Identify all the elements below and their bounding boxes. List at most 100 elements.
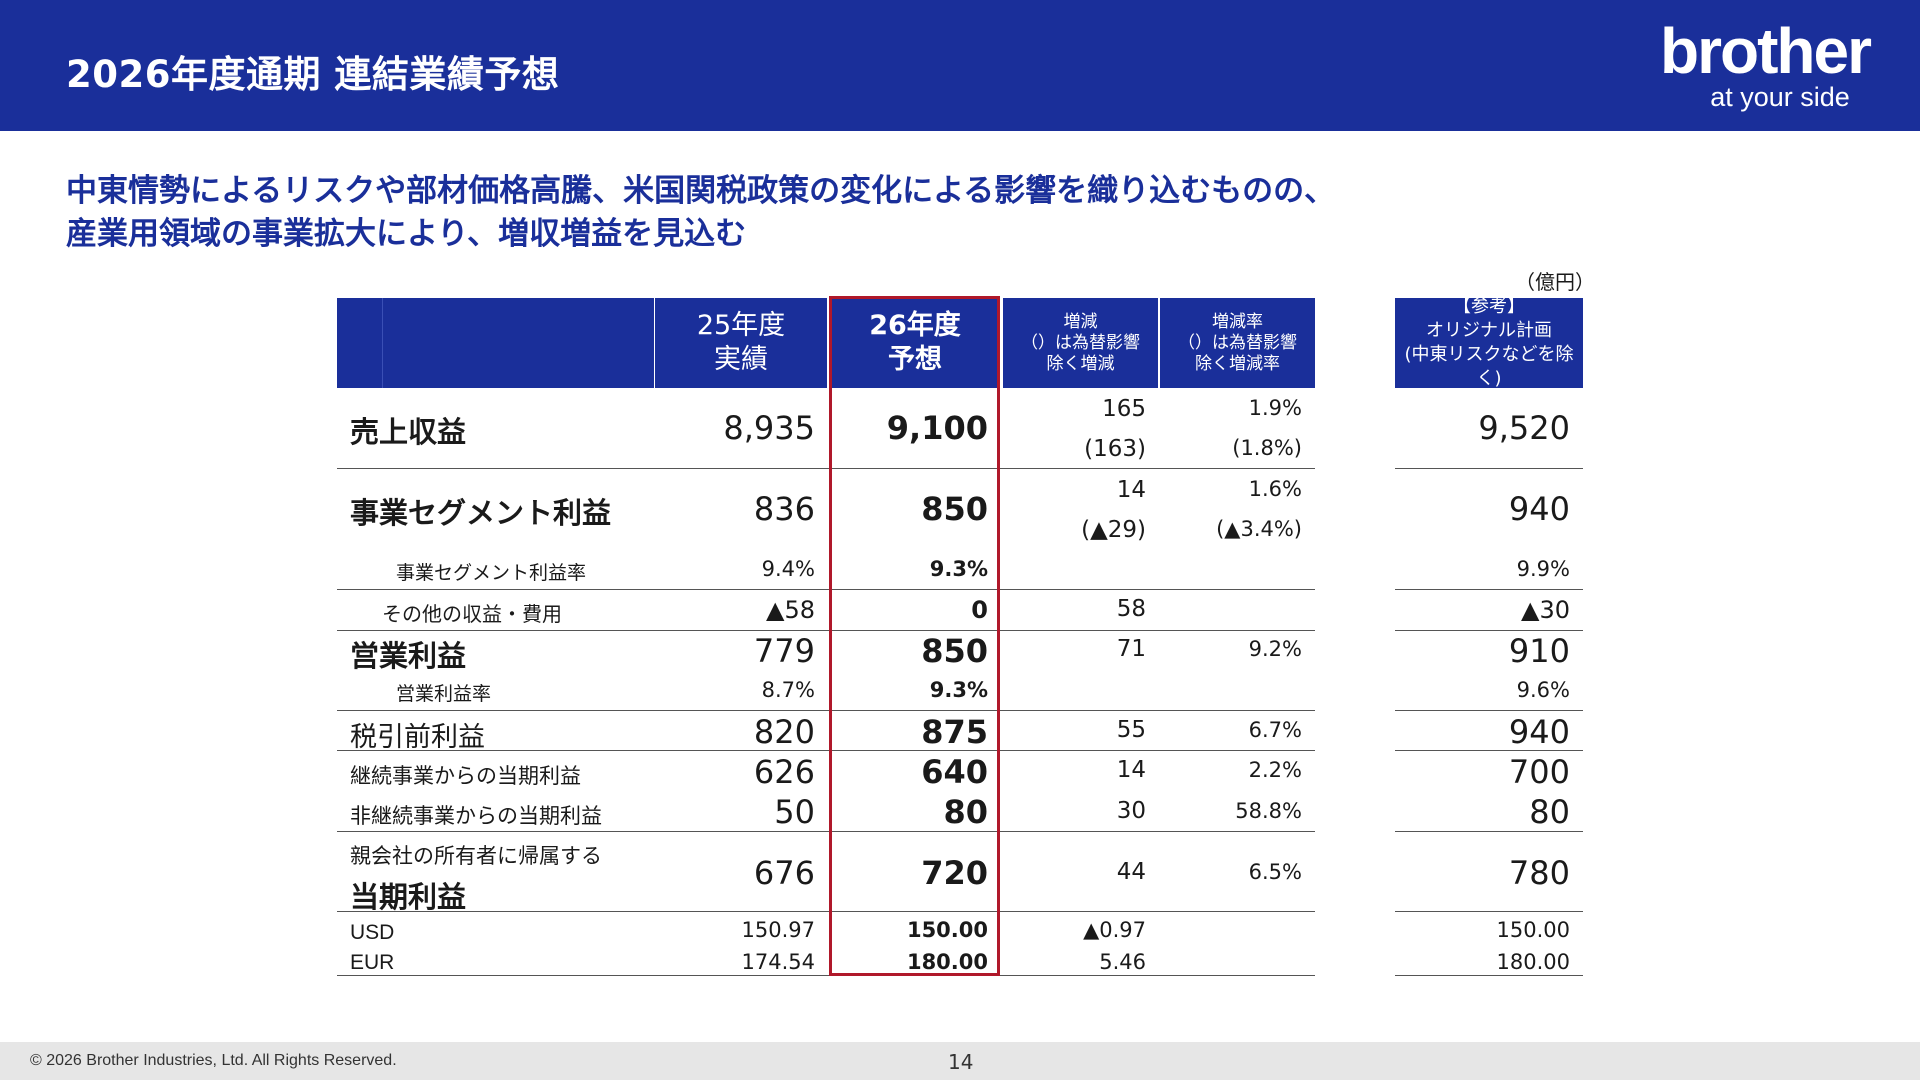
- unit-label: （億円）: [1515, 270, 1595, 294]
- header-diff-line1: 増減: [1063, 311, 1098, 332]
- ref-value: 80: [1529, 793, 1570, 831]
- headline: 中東情勢によるリスクや部材価格高騰、米国関税政策の変化による影響を織り込むものの…: [66, 170, 1335, 256]
- row-label: 営業利益: [350, 639, 467, 673]
- diff-value: 14: [1116, 757, 1146, 783]
- header-rate-line2: （）は為替影響: [1178, 332, 1297, 353]
- header-diff: 増減 （）は為替影響 除く増減: [1003, 298, 1158, 388]
- header-diff-line3: 除く増減: [1046, 353, 1115, 374]
- header-fy25: 25年度 実績: [655, 298, 827, 388]
- header-reference: 【参考】 オリジナル計画 (中東リスクなどを除く): [1395, 296, 1583, 389]
- header-fy25-line2: 実績: [714, 344, 768, 375]
- fy25-value: 174.54: [741, 950, 815, 974]
- diff-fx-value: (▲29): [1081, 517, 1146, 543]
- ref-value: 9.9%: [1516, 557, 1570, 581]
- logo-tagline: at your side: [1710, 82, 1850, 112]
- brother-logo: brother at your side: [1650, 18, 1880, 118]
- row-label: 継続事業からの当期利益: [350, 764, 581, 788]
- row-divider: [337, 975, 1315, 976]
- fy26-value: 640: [921, 753, 988, 791]
- fy26-value: 180.00: [906, 950, 988, 974]
- header-bar: 2026年度通期 連結業績予想 brother at your side: [0, 0, 1920, 131]
- row-label: 事業セグメント利益: [350, 496, 612, 530]
- row-divider: [1395, 831, 1583, 832]
- diff-value: 71: [1116, 636, 1146, 662]
- header-rate: 増減率 （）は為替影響 除く増減率: [1160, 298, 1315, 388]
- diff-value: 30: [1116, 798, 1146, 824]
- ref-value: 780: [1508, 854, 1570, 892]
- fy26-value: 9,100: [886, 409, 988, 447]
- footer-bar: [0, 1042, 1920, 1080]
- row-label: 税引前利益: [350, 722, 485, 753]
- ref-value: 940: [1508, 713, 1570, 751]
- rate-value: 6.5%: [1248, 860, 1302, 884]
- rate-value: 58.8%: [1235, 799, 1302, 823]
- rate-value: 2.2%: [1248, 758, 1302, 782]
- header-fy26: 26年度 予想: [830, 298, 1000, 388]
- row-divider: [1395, 630, 1583, 631]
- row-label: USD: [350, 921, 395, 944]
- fy25-value: 8.7%: [761, 678, 815, 702]
- fy25-value: 626: [753, 753, 815, 791]
- header-rate-line3: 除く増減率: [1195, 353, 1280, 374]
- rate-value: 1.9%: [1248, 396, 1302, 420]
- fy26-value: 9.3%: [929, 678, 988, 702]
- fy25-value: 150.97: [741, 918, 815, 942]
- diff-value: 58: [1116, 596, 1146, 622]
- ref-value: 150.00: [1496, 918, 1570, 942]
- fy25-value: 50: [774, 793, 815, 831]
- row-label: 営業利益率: [396, 683, 492, 705]
- copyright: © 2026 Brother Industries, Ltd. All Righ…: [30, 1052, 397, 1069]
- fy25-value: 820: [753, 713, 815, 751]
- row-label-line2: 当期利益: [350, 880, 467, 914]
- headline-line-1: 中東情勢によるリスクや部材価格高騰、米国関税政策の変化による影響を織り込むものの…: [66, 173, 1336, 209]
- fy25-value: 8,935: [723, 409, 815, 447]
- diff-value: ▲0.97: [1083, 918, 1146, 942]
- rate-value: 6.7%: [1248, 718, 1302, 742]
- fy25-value: 836: [753, 490, 815, 528]
- fy26-value: 80: [943, 793, 988, 831]
- row-divider: [337, 630, 1315, 631]
- row-divider: [1395, 975, 1583, 976]
- fy26-value: 0: [971, 596, 988, 624]
- header-ref-line1: 【参考】: [1453, 296, 1525, 317]
- headline-line-2: 産業用領域の事業拡大により、増収増益を見込む: [66, 216, 747, 252]
- ref-value: ▲30: [1521, 596, 1570, 624]
- header-ref-line2: オリジナル計画: [1426, 320, 1552, 341]
- row-divider: [337, 831, 1315, 832]
- header-rate-line1: 増減率: [1212, 311, 1263, 332]
- header-diff-line2: （）は為替影響: [1021, 332, 1140, 353]
- diff-value: 55: [1116, 717, 1146, 743]
- diff-value: 44: [1116, 859, 1146, 885]
- ref-value: 910: [1508, 632, 1570, 670]
- ref-value: 180.00: [1496, 950, 1570, 974]
- diff-fx-value: (163): [1084, 436, 1146, 462]
- header-fy25-line1: 25年度: [696, 310, 786, 341]
- ref-value: 9,520: [1478, 409, 1570, 447]
- diff-value: 165: [1102, 396, 1146, 422]
- row-label: 非継続事業からの当期利益: [350, 804, 602, 828]
- row-label: 売上収益: [350, 415, 467, 449]
- rate-fx-value: (▲3.4%): [1216, 517, 1302, 541]
- row-divider: [337, 468, 1315, 469]
- fy26-value: 9.3%: [929, 557, 988, 581]
- fy26-value: 875: [921, 713, 988, 751]
- fy26-value: 150.00: [906, 918, 988, 942]
- fy25-value: 779: [753, 632, 815, 670]
- row-divider: [1395, 750, 1583, 751]
- fy26-value: 850: [921, 490, 988, 528]
- header-fy26-line1: 26年度: [869, 310, 961, 341]
- header-label-cell: [337, 298, 654, 388]
- row-divider: [1395, 468, 1583, 469]
- page-title: 2026年度通期 連結業績予想: [66, 53, 560, 96]
- fy26-value: 850: [921, 632, 988, 670]
- fy25-value: ▲58: [766, 596, 815, 624]
- header-fy26-line2: 予想: [888, 344, 942, 375]
- rate-value: 9.2%: [1248, 637, 1302, 661]
- row-divider: [1395, 589, 1583, 590]
- row-divider: [337, 589, 1315, 590]
- ref-value: 9.6%: [1516, 678, 1570, 702]
- logo-word: brother: [1660, 15, 1872, 87]
- fy25-value: 676: [753, 854, 815, 892]
- header-ref-line3: (中東リスクなどを除く): [1404, 344, 1574, 389]
- row-label: その他の収益・費用: [382, 602, 562, 626]
